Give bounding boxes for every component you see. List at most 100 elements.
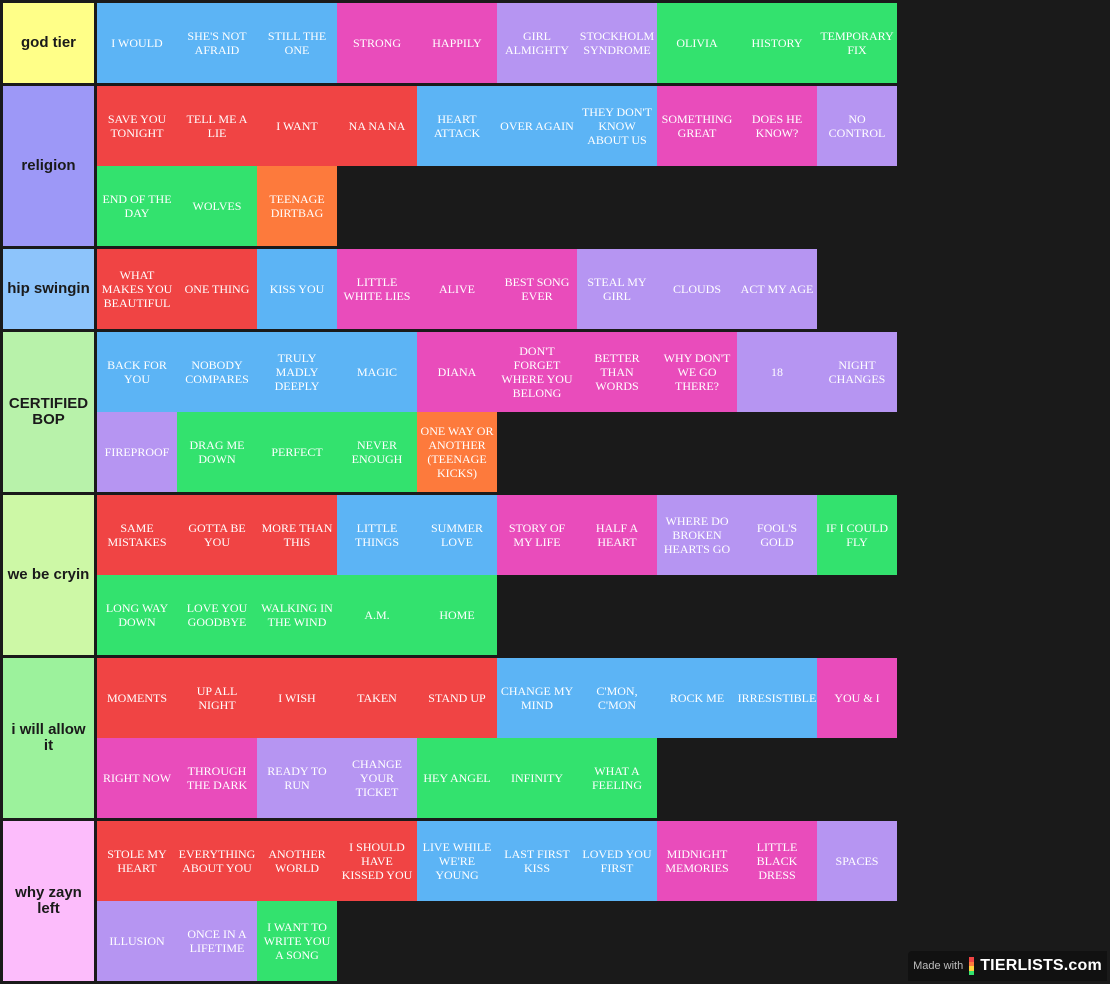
tier-item[interactable]: CHANGE MY MIND — [497, 658, 577, 738]
tier-label[interactable]: religion — [3, 86, 94, 246]
tier-item[interactable]: WALKING IN THE WIND — [257, 575, 337, 655]
tier-item[interactable]: DOES HE KNOW? — [737, 86, 817, 166]
tier-item[interactable]: STOCKHOLM SYNDROME — [577, 3, 657, 83]
tier-item[interactable]: CHANGE YOUR TICKET — [337, 738, 417, 818]
tier-item[interactable]: BETTER THAN WORDS — [577, 332, 657, 412]
tier-item[interactable]: SOMETHING GREAT — [657, 86, 737, 166]
tier-item[interactable]: A.M. — [337, 575, 417, 655]
tier-item[interactable]: STEAL MY GIRL — [577, 249, 657, 329]
tier-item[interactable]: NEVER ENOUGH — [337, 412, 417, 492]
tier-item[interactable]: BACK FOR YOU — [97, 332, 177, 412]
tier-item[interactable]: UP ALL NIGHT — [177, 658, 257, 738]
tier-item[interactable]: STRONG — [337, 3, 417, 83]
tier-item[interactable]: STORY OF MY LIFE — [497, 495, 577, 575]
tier-label[interactable]: god tier — [3, 3, 94, 83]
tier-item[interactable]: YOU & I — [817, 658, 897, 738]
tier-item[interactable]: INFINITY — [497, 738, 577, 818]
tier-item[interactable]: SPACES — [817, 821, 897, 901]
tier-item[interactable]: FIREPROOF — [97, 412, 177, 492]
tier-item[interactable]: SAVE YOU TONIGHT — [97, 86, 177, 166]
tier-item[interactable]: LITTLE BLACK DRESS — [737, 821, 817, 901]
tier-items-area[interactable]: STOLE MY HEART EVERYTHING ABOUT YOU ANOTHE… — [97, 821, 1107, 981]
tier-items-area[interactable]: MOMENTS UP ALL NIGHT I WISH TAKEN STAND UP CH… — [97, 658, 1107, 818]
tier-item[interactable]: OVER AGAIN — [497, 86, 577, 166]
tier-item[interactable]: CLOUDS — [657, 249, 737, 329]
tier-item[interactable]: DON'T FORGET WHERE YOU BELONG — [497, 332, 577, 412]
tier-item[interactable]: LOVE YOU GOODBYE — [177, 575, 257, 655]
tier-item[interactable]: KISS YOU — [257, 249, 337, 329]
tier-item[interactable]: ACT MY AGE — [737, 249, 817, 329]
tier-item[interactable]: C'MON, C'MON — [577, 658, 657, 738]
tier-item[interactable]: END OF THE DAY — [97, 166, 177, 246]
tier-item[interactable]: ANOTHER WORLD — [257, 821, 337, 901]
tier-item[interactable]: RIGHT NOW — [97, 738, 177, 818]
tier-items-area[interactable]: SAVE YOU TONIGHT TELL ME A LIE I WANT NA NA… — [97, 86, 1107, 246]
tier-item[interactable]: STILL THE ONE — [257, 3, 337, 83]
tier-item[interactable]: I WANT TO WRITE YOU A SONG — [257, 901, 337, 981]
tier-item[interactable]: LIVE WHILE WE'RE YOUNG — [417, 821, 497, 901]
tier-item[interactable]: MOMENTS — [97, 658, 177, 738]
tier-item[interactable]: I WANT — [257, 86, 337, 166]
tier-item[interactable]: 18 — [737, 332, 817, 412]
watermark[interactable]: Made with TIERLISTS.com — [908, 951, 1107, 981]
tier-item[interactable]: TRULY MADLY DEEPLY — [257, 332, 337, 412]
tier-item[interactable]: MIDNIGHT MEMORIES — [657, 821, 737, 901]
tier-item[interactable]: NOBODY COMPARES — [177, 332, 257, 412]
tier-item[interactable]: IRRESISTIBLE — [737, 658, 817, 738]
tier-item[interactable]: THEY DON'T KNOW ABOUT US — [577, 86, 657, 166]
tier-item[interactable]: WHERE DO BROKEN HEARTS GO — [657, 495, 737, 575]
tier-item[interactable]: ONE WAY OR ANOTHER (TEENAGE KICKS) — [417, 412, 497, 492]
tier-items-area[interactable]: BACK FOR YOU NOBODY COMPARES TRULY MADLY D… — [97, 332, 1107, 492]
tier-item[interactable]: ALIVE — [417, 249, 497, 329]
tier-item[interactable]: MAGIC — [337, 332, 417, 412]
tier-item[interactable]: ONCE IN A LIFETIME — [177, 901, 257, 981]
tier-item[interactable]: TEMPORARY FIX — [817, 3, 897, 83]
tier-label[interactable]: CERTIFIED BOP — [3, 332, 94, 492]
tier-label[interactable]: we be cryin — [3, 495, 94, 655]
tier-item[interactable]: GIRL ALMIGHTY — [497, 3, 577, 83]
tier-item[interactable]: THROUGH THE DARK — [177, 738, 257, 818]
tier-item[interactable]: DRAG ME DOWN — [177, 412, 257, 492]
tier-item[interactable]: LAST FIRST KISS — [497, 821, 577, 901]
tier-label[interactable]: hip swingin — [3, 249, 94, 329]
tier-item[interactable]: OLIVIA — [657, 3, 737, 83]
tier-item[interactable]: HALF A HEART — [577, 495, 657, 575]
tier-item[interactable]: HISTORY — [737, 3, 817, 83]
tier-item[interactable]: FOOL'S GOLD — [737, 495, 817, 575]
tier-item[interactable]: STOLE MY HEART — [97, 821, 177, 901]
tier-item[interactable]: LITTLE THINGS — [337, 495, 417, 575]
tier-item[interactable]: NA NA NA — [337, 86, 417, 166]
tier-item[interactable]: HEART ATTACK — [417, 86, 497, 166]
tier-item[interactable]: HEY ANGEL — [417, 738, 497, 818]
tier-item[interactable]: I SHOULD HAVE KISSED YOU — [337, 821, 417, 901]
tier-item[interactable]: WHAT MAKES YOU BEAUTIFUL — [97, 249, 177, 329]
tier-item[interactable]: LOVED YOU FIRST — [577, 821, 657, 901]
tier-items-area[interactable]: SAME MISTAKES GOTTA BE YOU MORE THAN THIS L… — [97, 495, 1107, 655]
tier-items-area[interactable]: I WOULD SHE'S NOT AFRAID STILL THE ONE STRO… — [97, 3, 1107, 83]
tier-item[interactable]: MORE THAN THIS — [257, 495, 337, 575]
tier-item[interactable]: SUMMER LOVE — [417, 495, 497, 575]
tier-item[interactable]: GOTTA BE YOU — [177, 495, 257, 575]
tier-items-area[interactable]: WHAT MAKES YOU BEAUTIFUL ONE THING KISS YO… — [97, 249, 1107, 329]
tier-item[interactable]: PERFECT — [257, 412, 337, 492]
tier-item[interactable]: STAND UP — [417, 658, 497, 738]
tier-item[interactable]: LITTLE WHITE LIES — [337, 249, 417, 329]
tier-item[interactable]: TEENAGE DIRTBAG — [257, 166, 337, 246]
tier-item[interactable]: NO CONTROL — [817, 86, 897, 166]
tier-item[interactable]: ONE THING — [177, 249, 257, 329]
tier-item[interactable]: SHE'S NOT AFRAID — [177, 3, 257, 83]
tier-item[interactable]: READY TO RUN — [257, 738, 337, 818]
tier-item[interactable]: I WISH — [257, 658, 337, 738]
tier-label[interactable]: i will allow it — [3, 658, 94, 818]
tier-item[interactable]: TELL ME A LIE — [177, 86, 257, 166]
tier-item[interactable]: WOLVES — [177, 166, 257, 246]
tier-item[interactable]: HAPPILY — [417, 3, 497, 83]
tier-item[interactable]: DIANA — [417, 332, 497, 412]
tier-label[interactable]: why zayn left — [3, 821, 94, 981]
tier-item[interactable]: TAKEN — [337, 658, 417, 738]
tier-item[interactable]: ILLUSION — [97, 901, 177, 981]
tier-item[interactable]: LONG WAY DOWN — [97, 575, 177, 655]
tier-item[interactable]: IF I COULD FLY — [817, 495, 897, 575]
tier-item[interactable]: I WOULD — [97, 3, 177, 83]
tier-item[interactable]: NIGHT CHANGES — [817, 332, 897, 412]
